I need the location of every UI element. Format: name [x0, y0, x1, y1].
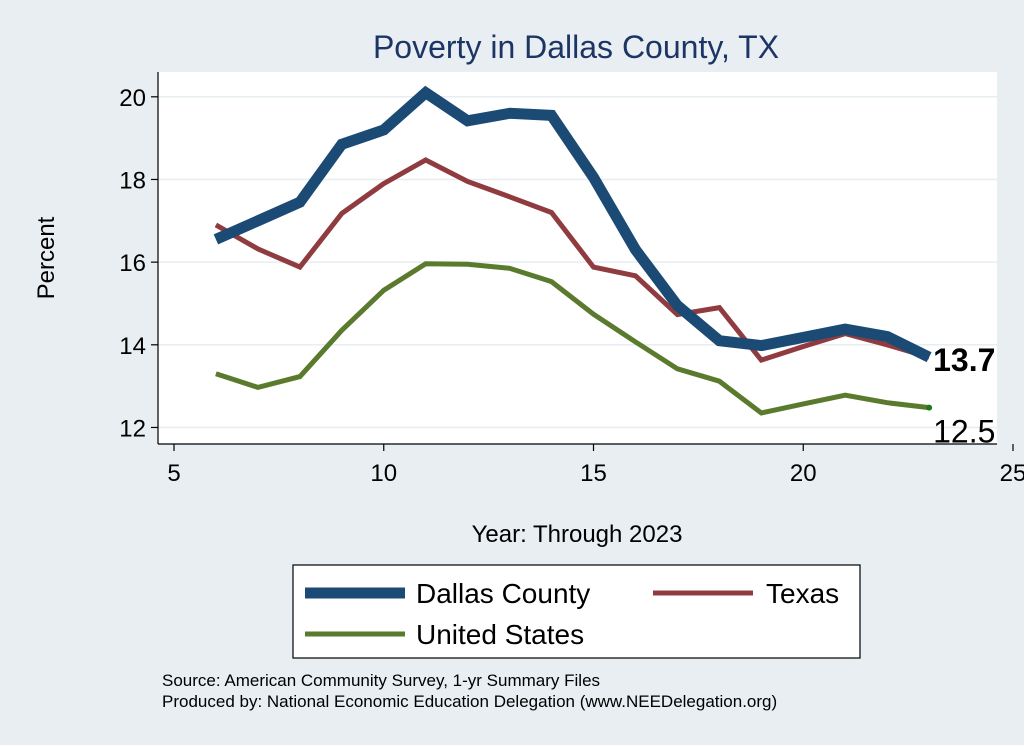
- x-tick-label: 20: [790, 460, 817, 487]
- legend: Dallas County Texas United States: [292, 564, 861, 659]
- series-line-dallas-county: [213, 85, 932, 363]
- series-line-united-states: [215, 261, 930, 416]
- y-tick-label: 12: [119, 415, 146, 442]
- legend-label: Texas: [766, 578, 839, 609]
- legend-label: Dallas County: [416, 578, 590, 609]
- series-lines: [213, 85, 932, 416]
- x-tick-label: 15: [580, 460, 607, 487]
- end-annotations: 13.7 12.5: [926, 342, 995, 450]
- y-tick-label: 14: [119, 333, 146, 360]
- axis-ticks: 12 14 16 18 20 5 10 15 20 25: [119, 85, 1024, 487]
- legend-label: United States: [416, 619, 584, 650]
- y-tick-label: 20: [119, 85, 146, 112]
- x-tick-label: 5: [167, 460, 180, 487]
- us-end-point: [926, 404, 933, 411]
- chart-title: Poverty in Dallas County, TX: [373, 29, 779, 65]
- y-tick-label: 18: [119, 167, 146, 194]
- produced-by-note: Produced by: National Economic Education…: [162, 692, 778, 711]
- x-axis-label: Year: Through 2023: [472, 521, 683, 548]
- source-note: Source: American Community Survey, 1-yr …: [162, 671, 601, 690]
- x-tick-label: 10: [370, 460, 397, 487]
- y-tick-label: 16: [119, 250, 146, 277]
- y-axis-label: Percent: [33, 216, 60, 299]
- end-value-label: 12.5: [933, 414, 995, 450]
- gridlines: [158, 96, 997, 429]
- end-value-label: 13.7: [933, 342, 995, 378]
- axes: [157, 72, 997, 445]
- series-line-texas: [214, 157, 930, 364]
- legend-box: [292, 564, 861, 659]
- x-tick-label: 25: [1000, 460, 1024, 487]
- plot-area: [158, 72, 997, 444]
